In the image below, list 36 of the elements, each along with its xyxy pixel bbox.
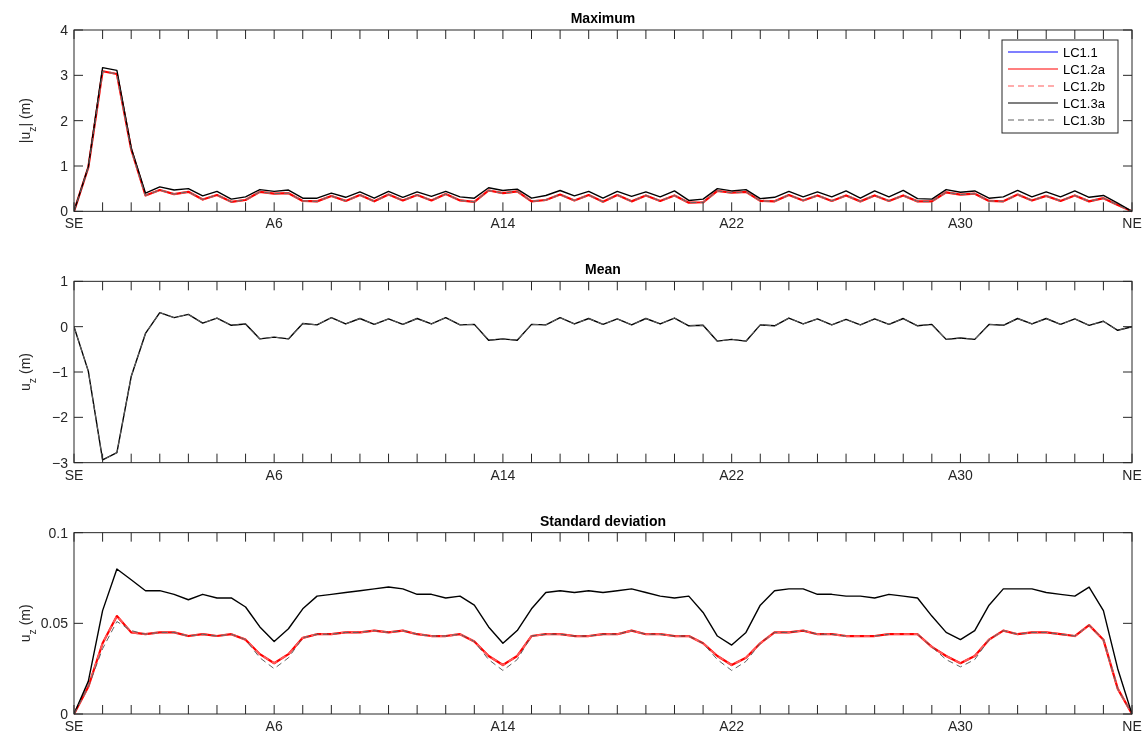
x-tick-label: SE xyxy=(64,215,84,232)
legend-label: LC1.2b xyxy=(1063,79,1105,94)
legend-label: LC1.2a xyxy=(1063,62,1106,77)
x-tick-label: A30 xyxy=(947,466,974,483)
x-tick-label: A14 xyxy=(490,466,516,483)
x-tick-label: A14 xyxy=(490,718,516,734)
line-series xyxy=(74,568,1132,715)
x-tick-label: A6 xyxy=(265,466,283,483)
chart-title: Standard deviation xyxy=(539,512,667,529)
y-tick-label: 1 xyxy=(60,158,69,174)
legend-label: LC1.3a xyxy=(1063,96,1106,111)
x-tick-label: NE xyxy=(1122,718,1142,734)
y-tick-label: 0.1 xyxy=(48,524,69,541)
x-tick-label: A6 xyxy=(265,215,283,232)
x-tick-label: A22 xyxy=(719,215,745,232)
legend-label: LC1.3b xyxy=(1063,113,1105,128)
x-tick-label: A22 xyxy=(719,466,745,483)
y-tick-label: 3 xyxy=(60,67,69,84)
y-tick-label: 4 xyxy=(60,22,69,38)
x-tick-label: NE xyxy=(1122,466,1142,483)
x-tick-label: A30 xyxy=(947,215,974,232)
chart-title: Maximum xyxy=(570,10,636,26)
y-tick-label: 0 xyxy=(60,318,69,335)
legend-label: LC1.1 xyxy=(1063,45,1098,60)
x-tick-label: A22 xyxy=(719,718,745,734)
y-tick-label: 2 xyxy=(60,112,69,129)
chart-title: Mean xyxy=(585,261,621,278)
y-tick-label: −1 xyxy=(52,364,69,380)
y-tick-label: −3 xyxy=(52,454,69,471)
x-tick-label: A6 xyxy=(265,718,283,734)
y-tick-label: −2 xyxy=(52,409,69,426)
x-tick-label: A30 xyxy=(947,718,974,734)
y-tick-label: 0.05 xyxy=(40,615,69,632)
y-tick-label: 1 xyxy=(60,273,69,290)
x-tick-label: NE xyxy=(1122,215,1142,232)
x-tick-label: A14 xyxy=(490,215,516,232)
